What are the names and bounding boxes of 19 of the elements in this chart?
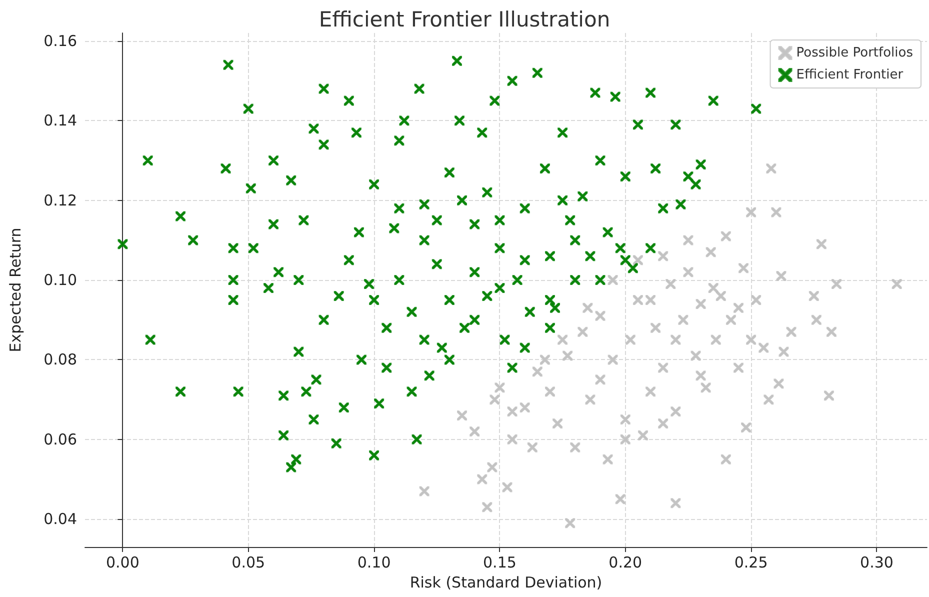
y-axis-title: Expected Return (6, 228, 24, 352)
x-tick-label: 0.00 (106, 554, 140, 572)
legend-label: Efficient Frontier (796, 68, 904, 82)
y-tick-label: 0.16 (44, 32, 77, 50)
x-tick-label: 0.05 (232, 554, 266, 572)
x-tick-label: 0.25 (734, 554, 768, 572)
chart-title: Efficient Frontier Illustration (318, 8, 610, 32)
y-tick-label: 0.08 (44, 350, 77, 369)
y-tick-label: 0.04 (44, 510, 77, 528)
x-tick-label: 0.15 (483, 554, 516, 572)
x-axis-title: Risk (Standard Deviation) (410, 574, 602, 592)
x-tick-label: 0.10 (357, 554, 391, 572)
x-tick-label: 0.30 (860, 554, 894, 572)
y-tick-label: 0.12 (44, 191, 77, 210)
y-tick-label: 0.06 (44, 430, 77, 448)
x-tick-label: 0.20 (608, 554, 642, 572)
legend-label: Possible Portfolios (796, 46, 914, 60)
y-tick-label: 0.14 (44, 112, 77, 130)
y-tick-label: 0.10 (44, 271, 77, 290)
